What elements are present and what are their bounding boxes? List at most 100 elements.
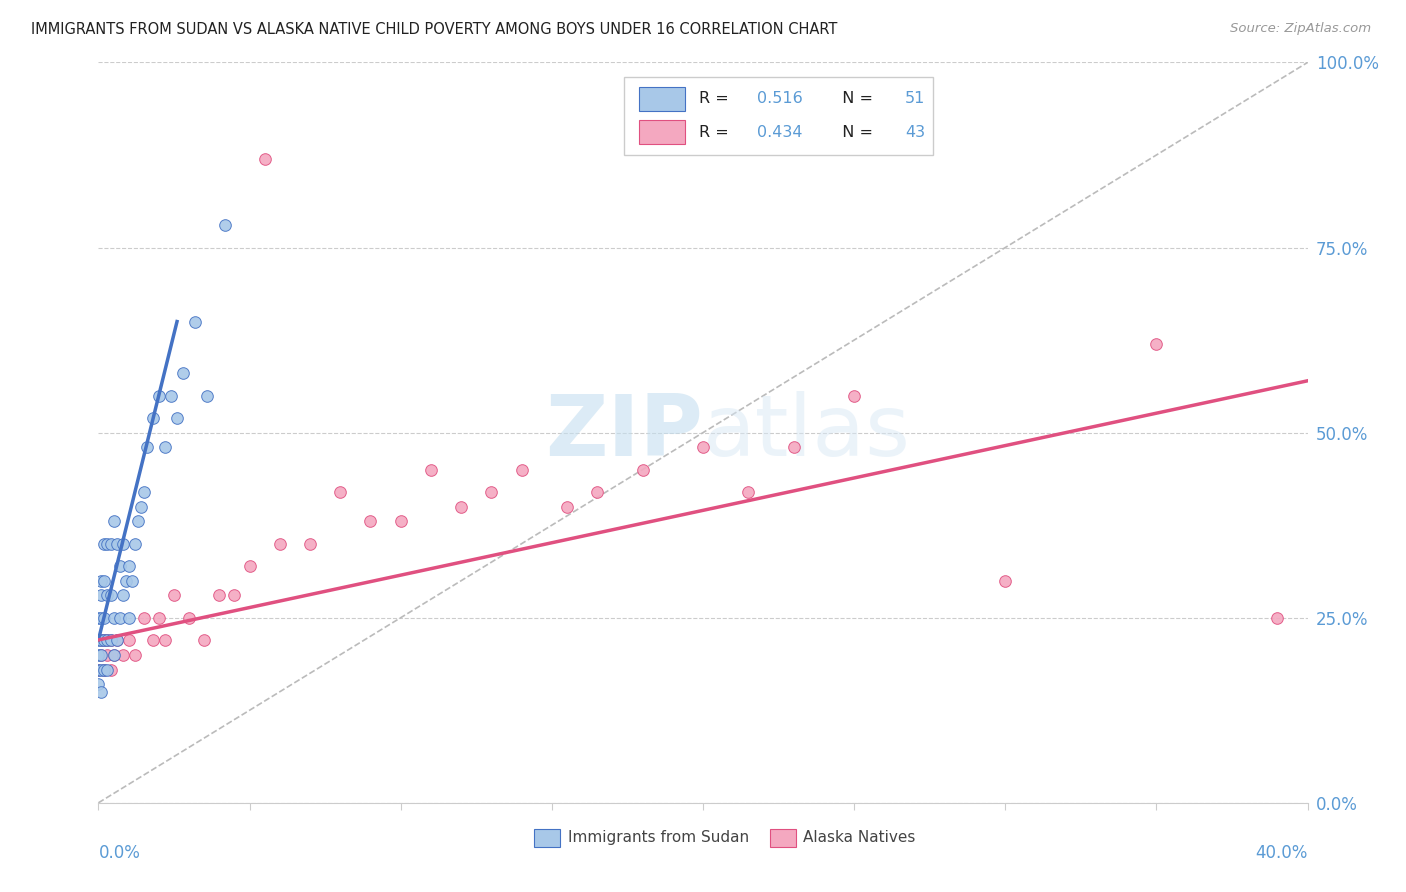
Text: N =: N =	[832, 125, 879, 139]
Point	[100, 536, 122, 550]
Point	[269, 536, 291, 550]
Point	[1267, 610, 1289, 624]
Point	[631, 462, 654, 476]
Point	[184, 314, 207, 328]
Point	[93, 632, 115, 647]
Point	[737, 484, 759, 499]
Point	[90, 589, 112, 603]
Point	[105, 536, 128, 550]
Point	[163, 589, 186, 603]
Point	[87, 663, 110, 677]
Text: 0.0%: 0.0%	[98, 844, 141, 862]
Point	[132, 484, 155, 499]
Point	[87, 610, 110, 624]
Point	[100, 589, 122, 603]
Text: 0.434: 0.434	[758, 125, 803, 139]
Point	[129, 500, 152, 514]
Point	[108, 558, 131, 573]
Point	[994, 574, 1017, 588]
Point	[253, 152, 276, 166]
Point	[90, 574, 112, 588]
Text: atlas: atlas	[703, 391, 911, 475]
Point	[87, 632, 110, 647]
Point	[389, 515, 412, 529]
Text: R =: R =	[699, 125, 734, 139]
Point	[692, 441, 714, 455]
Point	[90, 632, 112, 647]
Point	[299, 536, 322, 550]
Point	[148, 610, 170, 624]
Point	[87, 648, 110, 662]
Point	[142, 632, 165, 647]
Point	[135, 441, 157, 455]
Point	[195, 388, 218, 402]
Point	[105, 632, 128, 647]
Point	[96, 536, 118, 550]
Point	[208, 589, 231, 603]
Point	[481, 484, 503, 499]
Point	[172, 367, 194, 381]
Point	[148, 388, 170, 402]
Point	[510, 462, 533, 476]
Point	[124, 536, 146, 550]
Point	[96, 589, 118, 603]
Point	[111, 589, 134, 603]
Point	[179, 610, 201, 624]
Point	[193, 632, 215, 647]
Point	[224, 589, 246, 603]
Point	[93, 610, 115, 624]
Point	[360, 515, 382, 529]
Point	[111, 648, 134, 662]
Text: Alaska Natives: Alaska Natives	[803, 830, 915, 845]
Point	[118, 610, 141, 624]
Point	[420, 462, 443, 476]
Point	[103, 515, 125, 529]
Point	[118, 558, 141, 573]
Point	[90, 648, 112, 662]
Point	[127, 515, 149, 529]
Point	[450, 500, 472, 514]
Point	[153, 632, 176, 647]
Point	[90, 648, 112, 662]
Bar	[638, 120, 685, 144]
Point	[783, 441, 806, 455]
Text: IMMIGRANTS FROM SUDAN VS ALASKA NATIVE CHILD POVERTY AMONG BOYS UNDER 16 CORRELA: IMMIGRANTS FROM SUDAN VS ALASKA NATIVE C…	[31, 22, 838, 37]
Point	[96, 632, 118, 647]
Point	[90, 610, 112, 624]
Point	[93, 632, 115, 647]
Text: Immigrants from Sudan: Immigrants from Sudan	[568, 830, 749, 845]
Point	[87, 663, 110, 677]
Point	[90, 632, 112, 647]
Text: R =: R =	[699, 91, 734, 106]
Point	[111, 536, 134, 550]
Point	[96, 648, 118, 662]
Text: Source: ZipAtlas.com: Source: ZipAtlas.com	[1230, 22, 1371, 36]
Point	[132, 610, 155, 624]
Text: ZIP: ZIP	[546, 391, 703, 475]
Point	[108, 610, 131, 624]
Point	[239, 558, 262, 573]
Point	[93, 574, 115, 588]
Point	[93, 663, 115, 677]
Bar	[534, 829, 561, 847]
Text: 0.516: 0.516	[758, 91, 803, 106]
Text: 43: 43	[905, 125, 925, 139]
Point	[1144, 336, 1167, 351]
Text: 51: 51	[905, 91, 925, 106]
Point	[87, 677, 110, 691]
Point	[96, 663, 118, 677]
Point	[93, 663, 115, 677]
Point	[555, 500, 578, 514]
Point	[142, 410, 165, 425]
Bar	[769, 829, 796, 847]
Point	[100, 663, 122, 677]
Point	[103, 610, 125, 624]
Point	[586, 484, 609, 499]
Point	[844, 388, 866, 402]
Point	[105, 632, 128, 647]
Point	[114, 574, 136, 588]
Text: N =: N =	[832, 91, 879, 106]
Bar	[638, 87, 685, 111]
Point	[90, 663, 112, 677]
Point	[166, 410, 188, 425]
